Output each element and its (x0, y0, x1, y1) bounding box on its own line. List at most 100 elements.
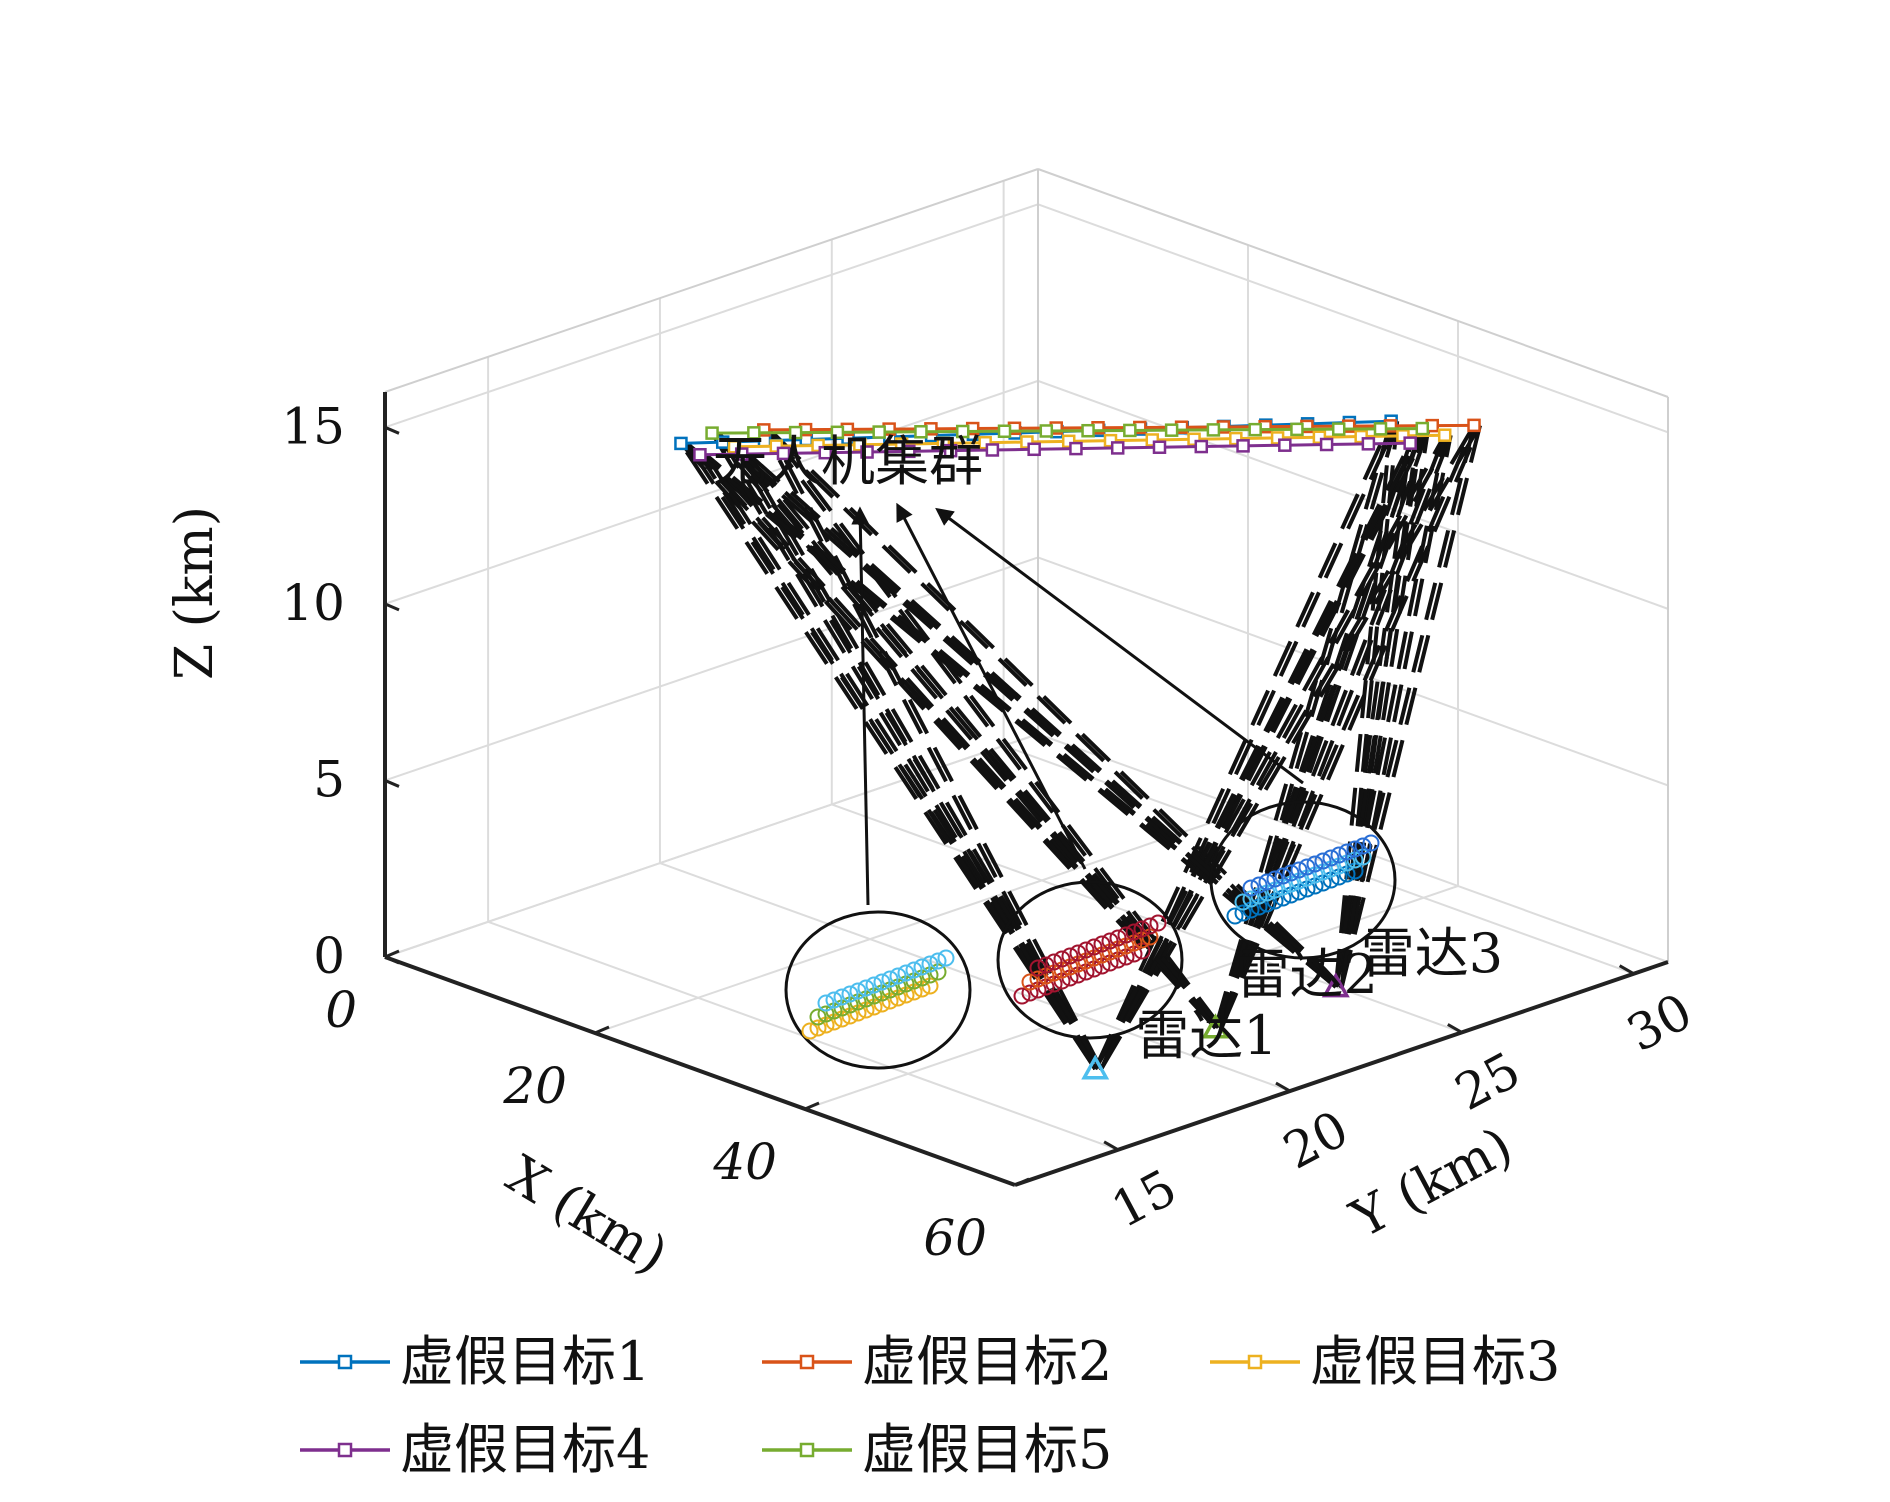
series-marker (1331, 422, 1346, 436)
los-line (698, 453, 1097, 1071)
x-tick-mark (804, 1101, 820, 1111)
swarm-marker (929, 952, 947, 970)
swarm-marker (1298, 858, 1316, 876)
y-axis-title: Y (km) (1341, 1116, 1522, 1250)
los-line (698, 453, 1338, 989)
series-marker (997, 424, 1012, 438)
radar-marker (1081, 1054, 1110, 1080)
swarm-marker (1101, 932, 1119, 950)
swarm-marker (1362, 834, 1380, 852)
annotation-arrow (935, 507, 1304, 785)
swarm-marker (1013, 987, 1031, 1005)
series-marker (853, 438, 867, 452)
y-tick-mark (1275, 1081, 1291, 1093)
z-tick-label: 5 (313, 750, 345, 808)
swarm-marker (921, 955, 939, 973)
legend-label: 虚假目标1 (400, 1330, 650, 1393)
swarm-label: 无人机集群 (713, 430, 983, 493)
z-tick-mark (384, 425, 400, 435)
series-marker (1278, 438, 1292, 452)
swarm-marker (809, 1019, 827, 1037)
series-marker (1081, 423, 1095, 438)
series-marker (1039, 424, 1054, 438)
swarm-marker (809, 1008, 827, 1026)
swarm-marker (1045, 953, 1063, 971)
grid-line (1037, 379, 1669, 610)
swarm-marker (1258, 873, 1276, 891)
swarm-marker (825, 991, 843, 1009)
annotation-arrows (851, 502, 1304, 906)
swarm-marker (1226, 907, 1244, 925)
y-tick-mark (1618, 964, 1635, 976)
legend-marker (1247, 1354, 1263, 1370)
swarm-marker (1093, 935, 1111, 953)
series-marker (705, 426, 719, 440)
series-marker (734, 447, 749, 461)
series-marker (1437, 428, 1452, 442)
swarm-marker (841, 985, 859, 1003)
swarm-marker (937, 949, 955, 967)
swarm-marker (1069, 944, 1087, 962)
series-marker (1467, 418, 1481, 433)
series-marker (894, 437, 909, 451)
y-tick-label: 30 (1618, 982, 1701, 1063)
swarm-marker (1338, 843, 1356, 861)
grid-line (1003, 744, 1634, 975)
swarm-ellipse (784, 910, 972, 1070)
legend-marker (337, 1442, 353, 1458)
swarm-marker (1077, 941, 1095, 959)
box-edge (384, 168, 1039, 393)
series-marker (1396, 429, 1410, 443)
series-marker (1415, 421, 1430, 436)
swarm-marker (817, 994, 835, 1012)
swarm-marker (1053, 950, 1071, 968)
series-marker (978, 435, 992, 450)
series-marker (1061, 434, 1076, 449)
los-line (710, 431, 1338, 989)
series-marker (985, 443, 1000, 457)
radar-marker (1321, 972, 1350, 998)
los-line (1333, 434, 1447, 988)
legend-label: 虚假目标3 (1310, 1330, 1560, 1393)
swarm-marker (1306, 855, 1324, 873)
series-marker (1145, 433, 1160, 447)
legend-marker (799, 1442, 815, 1458)
uav-swarm-layer (784, 800, 1397, 1070)
series-marker (1187, 432, 1201, 447)
y-tick-label: 15 (1102, 1158, 1185, 1239)
swarm-marker (1037, 956, 1055, 974)
series-marker (872, 425, 886, 439)
legend: 虚假目标1 虚假目标2 虚假目标3 虚假目标4 虚假目标5 (300, 1330, 1560, 1481)
los-line (1333, 428, 1425, 988)
radar-markers (1081, 972, 1350, 1080)
swarm-marker (1117, 926, 1135, 944)
los-line (768, 428, 1224, 1030)
series-marker (1229, 431, 1243, 446)
swarm-marker (1029, 959, 1047, 977)
grid-line (1037, 203, 1669, 434)
series-marker (1069, 441, 1083, 456)
series-marker (674, 436, 688, 451)
series-marker (1290, 422, 1304, 437)
series-marker (1152, 440, 1167, 454)
series-marker (1312, 430, 1327, 444)
tick-labels: 0 5 10 15 0 20 40 60 15 20 25 30 (281, 397, 1701, 1267)
swarm-marker (1250, 876, 1268, 894)
y-tick-label: 20 (1274, 1100, 1357, 1181)
los-line (1339, 421, 1400, 988)
los-line (716, 431, 1344, 989)
swarm-marker (849, 982, 867, 1000)
swarm-marker (1029, 970, 1047, 988)
series-marker (1020, 435, 1034, 449)
swarm-marker (1314, 852, 1332, 870)
series-line (699, 441, 1411, 457)
swarm-marker (1282, 864, 1300, 882)
swarm-marker (1290, 861, 1308, 879)
grid-line (659, 862, 1291, 1093)
annotation-arrow (851, 506, 870, 906)
swarm-marker (897, 964, 915, 982)
series-marker (1270, 431, 1285, 445)
